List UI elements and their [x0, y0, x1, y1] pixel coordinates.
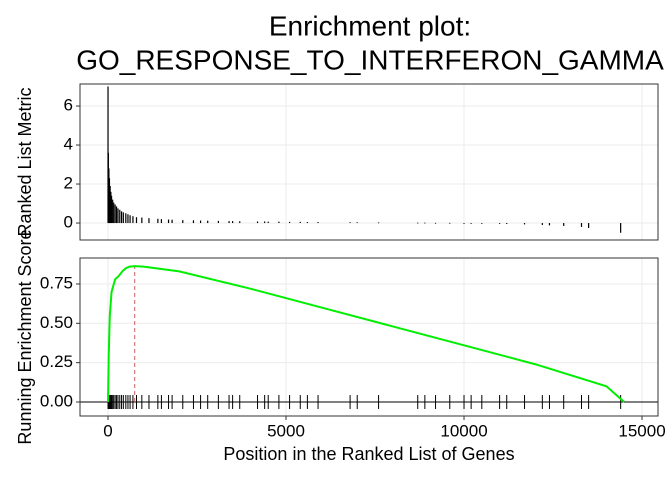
- bar: [129, 215, 131, 224]
- bar: [112, 199, 114, 224]
- bar: [620, 223, 622, 233]
- bar: [135, 217, 138, 224]
- bar: [306, 222, 308, 224]
- bar: [580, 223, 583, 227]
- y-axis-label: Ranked List Metric: [15, 87, 35, 236]
- x-tick-label: 15000: [618, 421, 665, 440]
- bar: [563, 223, 565, 226]
- chart-subtitle: GO_RESPONSE_TO_INTERFERON_GAMMA: [76, 44, 664, 75]
- bar: [356, 222, 358, 224]
- bar: [499, 223, 501, 224]
- bar: [160, 219, 163, 224]
- bar: [377, 222, 380, 224]
- bar: [506, 223, 508, 225]
- bar: [192, 220, 195, 224]
- bar: [228, 221, 230, 224]
- bar: [288, 221, 291, 224]
- bar: [148, 218, 150, 224]
- y-tick-label: 4: [64, 135, 73, 154]
- bar: [132, 216, 134, 224]
- y-tick-label: 0.75: [40, 273, 73, 292]
- bar: [434, 222, 437, 224]
- bar: [109, 185, 111, 224]
- bar: [199, 220, 202, 224]
- bar: [110, 191, 112, 224]
- bar: [317, 222, 319, 224]
- bar: [182, 220, 184, 224]
- panel: [80, 84, 658, 240]
- bar: [267, 221, 269, 224]
- bar: [481, 223, 483, 224]
- bar: [119, 209, 121, 224]
- bar: [113, 202, 115, 224]
- bar: [120, 211, 123, 224]
- y-tick-label: 0: [64, 213, 73, 232]
- x-axis-label: Position in the Ranked List of Genes: [223, 444, 514, 464]
- bar: [424, 222, 426, 224]
- bar: [157, 218, 159, 224]
- bar: [141, 217, 143, 224]
- bar: [417, 222, 419, 224]
- bar: [449, 222, 451, 224]
- bar: [256, 221, 259, 224]
- bar: [125, 213, 127, 224]
- bar: [299, 221, 301, 224]
- bar: [232, 221, 234, 224]
- bar: [523, 223, 526, 225]
- panel: [80, 258, 658, 416]
- panel-border: [79, 257, 659, 417]
- chart-title: Enrichment plot:: [269, 10, 471, 41]
- bar: [278, 221, 280, 224]
- bar: [548, 223, 551, 226]
- bar: [588, 223, 590, 228]
- panel-border: [79, 83, 659, 241]
- bar: [122, 212, 124, 224]
- y-tick-label: 2: [64, 174, 73, 193]
- y-tick-label: 0.25: [40, 352, 73, 371]
- bar: [349, 222, 351, 224]
- bar: [264, 221, 266, 224]
- y-tick-label: 0.50: [40, 313, 73, 332]
- bar: [110, 195, 113, 224]
- bar: [207, 220, 209, 224]
- bar: [115, 206, 118, 224]
- x-tick-label: 0: [103, 421, 112, 440]
- bar: [114, 204, 116, 224]
- bar: [239, 221, 241, 224]
- bar: [171, 219, 173, 224]
- bar: [127, 214, 129, 224]
- y-axis-label: Running Enrichment Score: [15, 229, 35, 444]
- bar: [108, 178, 111, 224]
- bar: [217, 220, 219, 224]
- x-tick-label: 5000: [267, 421, 305, 440]
- bar: [167, 219, 170, 224]
- y-tick-label: 0.00: [40, 391, 73, 410]
- es-line: [107, 265, 625, 403]
- bar: [117, 208, 119, 224]
- bar: [463, 223, 465, 224]
- x-tick-label: 10000: [440, 421, 487, 440]
- bar: [541, 223, 543, 225]
- bar: [470, 223, 472, 224]
- y-tick-label: 6: [64, 96, 73, 115]
